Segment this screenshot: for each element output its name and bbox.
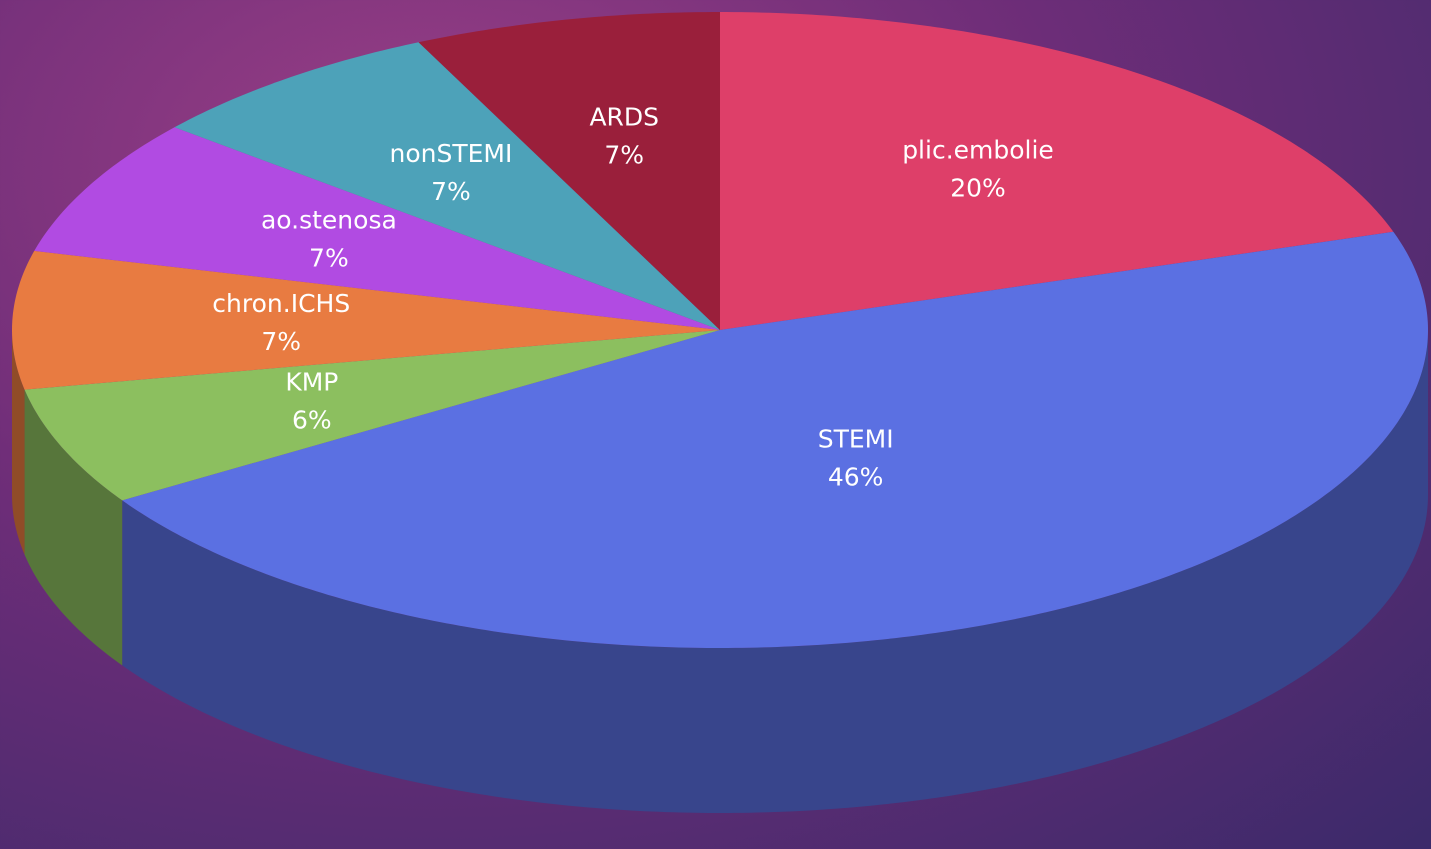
slice-side — [12, 330, 25, 555]
slice-label: ao.stenosa — [261, 205, 397, 234]
slice — [418, 12, 720, 330]
slice — [34, 127, 721, 331]
slice-side — [24, 389, 123, 666]
slice-value-label: 46% — [828, 462, 884, 491]
slice-label: chron.ICHS — [212, 289, 350, 318]
slice-value-label: 7% — [261, 327, 301, 356]
slice-value-label: 7% — [431, 177, 471, 206]
slice — [122, 231, 1428, 648]
slice-label: nonSTEMI — [390, 139, 513, 168]
slice-value-label: 20% — [950, 173, 1006, 202]
slice-side — [122, 330, 1429, 813]
slice-label: KMP — [285, 368, 338, 397]
slice-label: ARDS — [589, 103, 659, 132]
slice — [24, 330, 720, 501]
slice-label: STEMI — [818, 424, 894, 453]
slice-value-label: 7% — [604, 141, 644, 170]
slice-value-label: 6% — [292, 406, 332, 435]
slice — [12, 250, 720, 390]
slice-value-label: 7% — [309, 243, 349, 272]
slice — [174, 42, 720, 331]
slice-label: plic.embolie — [902, 135, 1054, 164]
slice — [720, 12, 1394, 330]
